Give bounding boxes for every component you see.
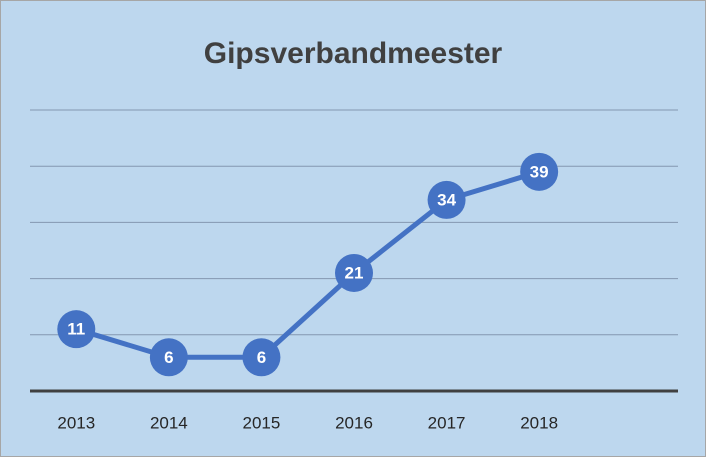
x-tick-label: 2013 [57, 413, 95, 432]
marker [335, 253, 373, 292]
x-tick-label: 2017 [428, 413, 466, 432]
x-tick-label: 2016 [335, 413, 373, 432]
data-label: 6 [164, 348, 173, 367]
x-tick-label: 2014 [150, 413, 188, 432]
marker [520, 152, 559, 191]
x-tick-label: 2018 [520, 413, 558, 432]
marker [242, 338, 281, 377]
data-label: 39 [530, 162, 549, 181]
x-tick-label: 2015 [243, 413, 281, 432]
data-label: 11 [67, 320, 85, 339]
marker [149, 338, 188, 377]
marker [427, 180, 466, 219]
marker [57, 310, 96, 349]
chart-title: Gipsverbandmeester [204, 37, 503, 70]
data-label: 6 [257, 348, 266, 367]
data-label: 34 [437, 190, 456, 209]
data-label: 21 [345, 263, 364, 282]
